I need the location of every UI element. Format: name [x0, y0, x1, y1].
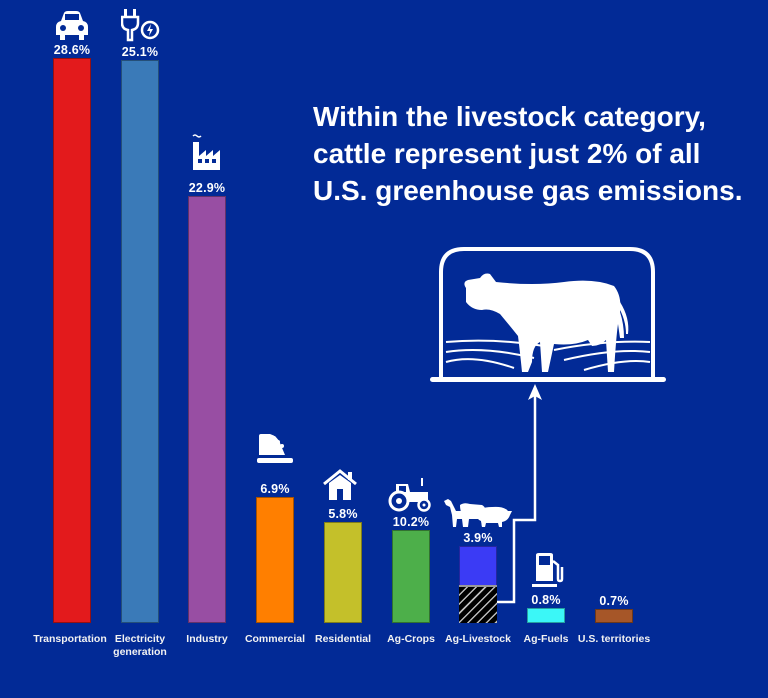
bar-transportation [53, 58, 91, 623]
value-agfuels: 0.8% [531, 593, 561, 607]
value-aglivestock: 3.9% [463, 531, 493, 545]
value-territories: 0.7% [599, 594, 629, 608]
bar-aglivestock [459, 546, 497, 586]
label-commercial: Commercial [244, 633, 306, 645]
bar-territories [595, 609, 633, 623]
value-industry: 22.9% [188, 181, 226, 195]
house-icon [323, 469, 357, 500]
bar-agfuels [527, 608, 565, 623]
cow-icon [430, 247, 666, 382]
label-territories: U.S. territories [577, 633, 651, 645]
bar-residential [324, 522, 362, 623]
label-residential: Residential [314, 633, 372, 645]
value-residential: 5.8% [328, 507, 358, 521]
bar-electricity [121, 60, 159, 623]
label-aglivestock: Ag-Livestock [445, 633, 511, 645]
arrow-connector [497, 384, 542, 604]
headline-annotation: Within the livestock category, cattle re… [313, 101, 743, 206]
label-agfuels: Ag-Fuels [523, 633, 569, 645]
car-icon [56, 11, 88, 40]
bar-agcrops [392, 530, 430, 623]
livestock-icon [444, 499, 512, 527]
value-commercial: 6.9% [260, 482, 290, 496]
label-transportation: Transportation [33, 633, 107, 645]
plug-bolt-icon [121, 9, 160, 42]
factory-icon [192, 134, 220, 170]
tractor-icon [388, 478, 431, 512]
value-transportation: 28.6% [53, 43, 91, 57]
label-electricity: Electricity generation [113, 633, 167, 658]
label-agcrops: Ag-Crops [387, 633, 435, 645]
bar-commercial [256, 497, 294, 623]
label-industry: Industry [186, 633, 228, 645]
cash-register-icon [257, 434, 293, 463]
fuel-pump-icon [532, 553, 564, 587]
bar-aglivestock-cattle-hatch [459, 585, 497, 623]
bar-industry [188, 196, 226, 623]
value-electricity: 25.1% [121, 45, 159, 59]
value-agcrops: 10.2% [392, 515, 430, 529]
